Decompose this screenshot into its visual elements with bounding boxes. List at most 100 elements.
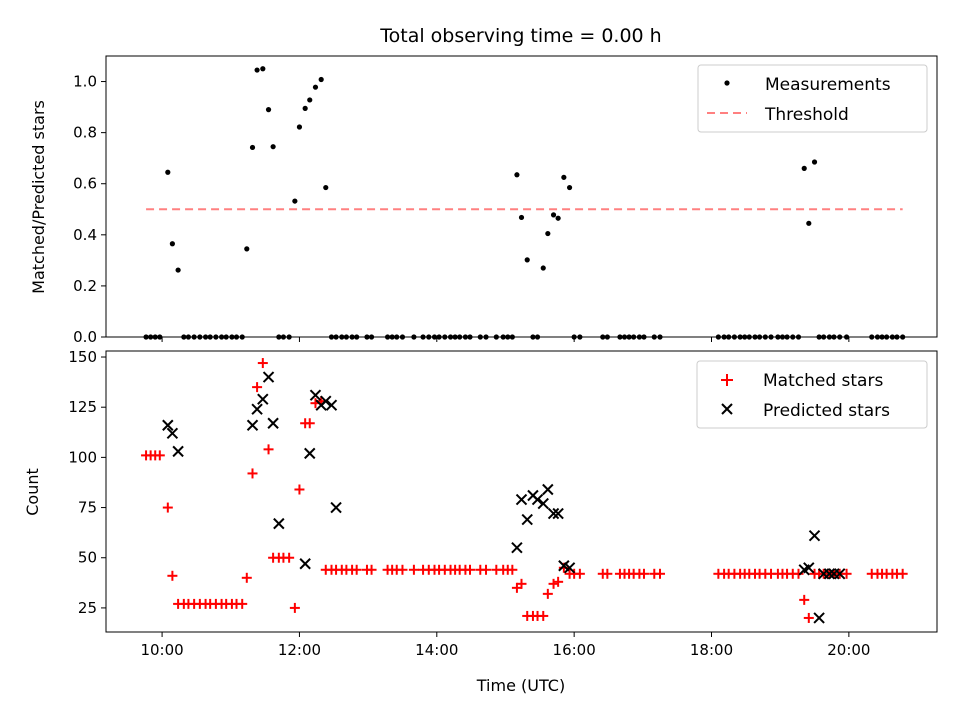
measurements-point	[223, 334, 229, 340]
x-tick-label: 14:00	[415, 641, 458, 659]
predicted-stars-point	[808, 529, 821, 542]
measurements-point	[394, 334, 400, 340]
predicted-stars-point	[325, 399, 338, 411]
measurements-point	[874, 334, 881, 340]
measurements-point	[447, 334, 454, 340]
matched-stars-point	[294, 484, 305, 495]
top-chart-title: Total observing time = 0.00 h	[379, 25, 661, 47]
predicted-stars-point	[542, 483, 554, 496]
measurements-point	[165, 169, 171, 175]
measurements-point	[157, 334, 163, 340]
measurements-point	[545, 230, 551, 237]
measurements-point	[436, 334, 442, 340]
measurements-point	[219, 334, 225, 340]
measurements-point	[265, 107, 272, 113]
measurements-point	[530, 334, 536, 340]
bottom-y-tick-label: 75	[78, 499, 97, 517]
matched-stars-point	[263, 444, 274, 455]
measurements-point	[762, 334, 768, 340]
matched-stars-point	[304, 418, 315, 429]
threshold-legend-label: Threshold	[764, 105, 849, 125]
measurements-point	[175, 267, 181, 273]
measurements-point	[339, 334, 345, 340]
measurements-point	[354, 334, 360, 340]
matched-stars-point	[252, 382, 263, 393]
measurements-point	[790, 334, 796, 340]
measurements-point	[826, 334, 833, 340]
x-tick-label: 12:00	[278, 641, 321, 659]
measurements-point	[260, 66, 266, 72]
measurements-point	[462, 334, 469, 340]
measurements-point	[207, 334, 213, 340]
matched-stars-point	[154, 450, 165, 461]
measurements-point	[302, 105, 308, 111]
measurements-point	[768, 334, 774, 340]
measurements-point	[399, 334, 406, 340]
measurements-point	[233, 334, 240, 340]
x-tick-label: 18:00	[690, 641, 733, 659]
measurements-point	[600, 334, 606, 340]
measurements-point	[534, 334, 541, 340]
bottom-legend: Matched stars Predicted stars	[696, 360, 928, 429]
predicted-stars-point	[833, 568, 846, 580]
matched-stars-point	[793, 568, 804, 579]
measurements-point	[509, 334, 515, 340]
bottom-data-marks	[141, 358, 908, 624]
measurements-point	[343, 334, 349, 340]
predicted-stars-point	[547, 507, 560, 520]
measurements-point	[185, 334, 192, 340]
measurements-point	[651, 334, 657, 340]
top-legend: Measurements Threshold	[697, 64, 928, 133]
measurements-point	[779, 334, 786, 340]
measurements-point	[795, 334, 802, 340]
measurements-point	[318, 76, 324, 83]
bottom-y-axis-label: Count	[23, 468, 42, 516]
matched-stars-point	[257, 358, 268, 369]
matched-stars-point	[241, 572, 252, 583]
bottom-y-tick-label: 150	[68, 348, 97, 366]
measurements-point	[514, 172, 520, 178]
measurements-point	[721, 334, 727, 340]
predicted-stars-point	[246, 419, 259, 431]
measurements-point	[280, 334, 287, 340]
measurements-point	[389, 334, 395, 340]
measurements-point	[884, 334, 890, 340]
measurements-point	[816, 334, 822, 340]
measurements-point	[328, 334, 335, 340]
top-y-tick-label: 0.2	[73, 277, 97, 295]
predicted-stars-point	[162, 419, 174, 431]
measurements-point	[249, 144, 256, 151]
bottom-y-tick-label: 100	[68, 448, 97, 466]
measurements-point	[457, 334, 463, 340]
measurements-point	[442, 334, 448, 340]
measurements-point	[837, 334, 843, 340]
matched-stars-point	[841, 568, 852, 579]
predicted-stars-point	[531, 493, 544, 506]
matched-stars-point	[289, 602, 300, 613]
bottom-axis-ticks: 25 50 75 100 125 150 10:00 12:00 14:00 16:00 18:00…	[68, 348, 870, 659]
bottom-panel: 25 50 75 100 125 150 10:00 12:00 14:00 16:00 18:00…	[23, 348, 938, 695]
measurements-point	[617, 334, 623, 340]
measurements-point	[244, 246, 250, 252]
measurements-point	[737, 334, 743, 340]
measurements-point	[626, 334, 632, 340]
top-y-tick-label: 0.6	[73, 175, 97, 193]
measurements-point	[524, 257, 530, 263]
x-tick-label: 16:00	[553, 641, 596, 659]
measurements-point	[879, 334, 885, 340]
top-y-tick-label: 0.0	[73, 328, 97, 346]
bottom-y-tick-label: 50	[78, 549, 97, 567]
matched-stars-point	[799, 594, 810, 605]
x-tick-label: 10:00	[140, 641, 183, 659]
measurements-point	[152, 334, 158, 340]
measurements-point	[775, 334, 781, 340]
predicted-stars-point	[299, 558, 311, 570]
matched-stars-point	[548, 578, 559, 589]
predicted-stars-point	[309, 389, 322, 401]
measurements-point	[426, 334, 432, 340]
measurements-point	[276, 334, 282, 340]
measurements-point	[894, 334, 900, 340]
measurements-point	[431, 334, 438, 340]
measurements-point	[746, 334, 752, 340]
